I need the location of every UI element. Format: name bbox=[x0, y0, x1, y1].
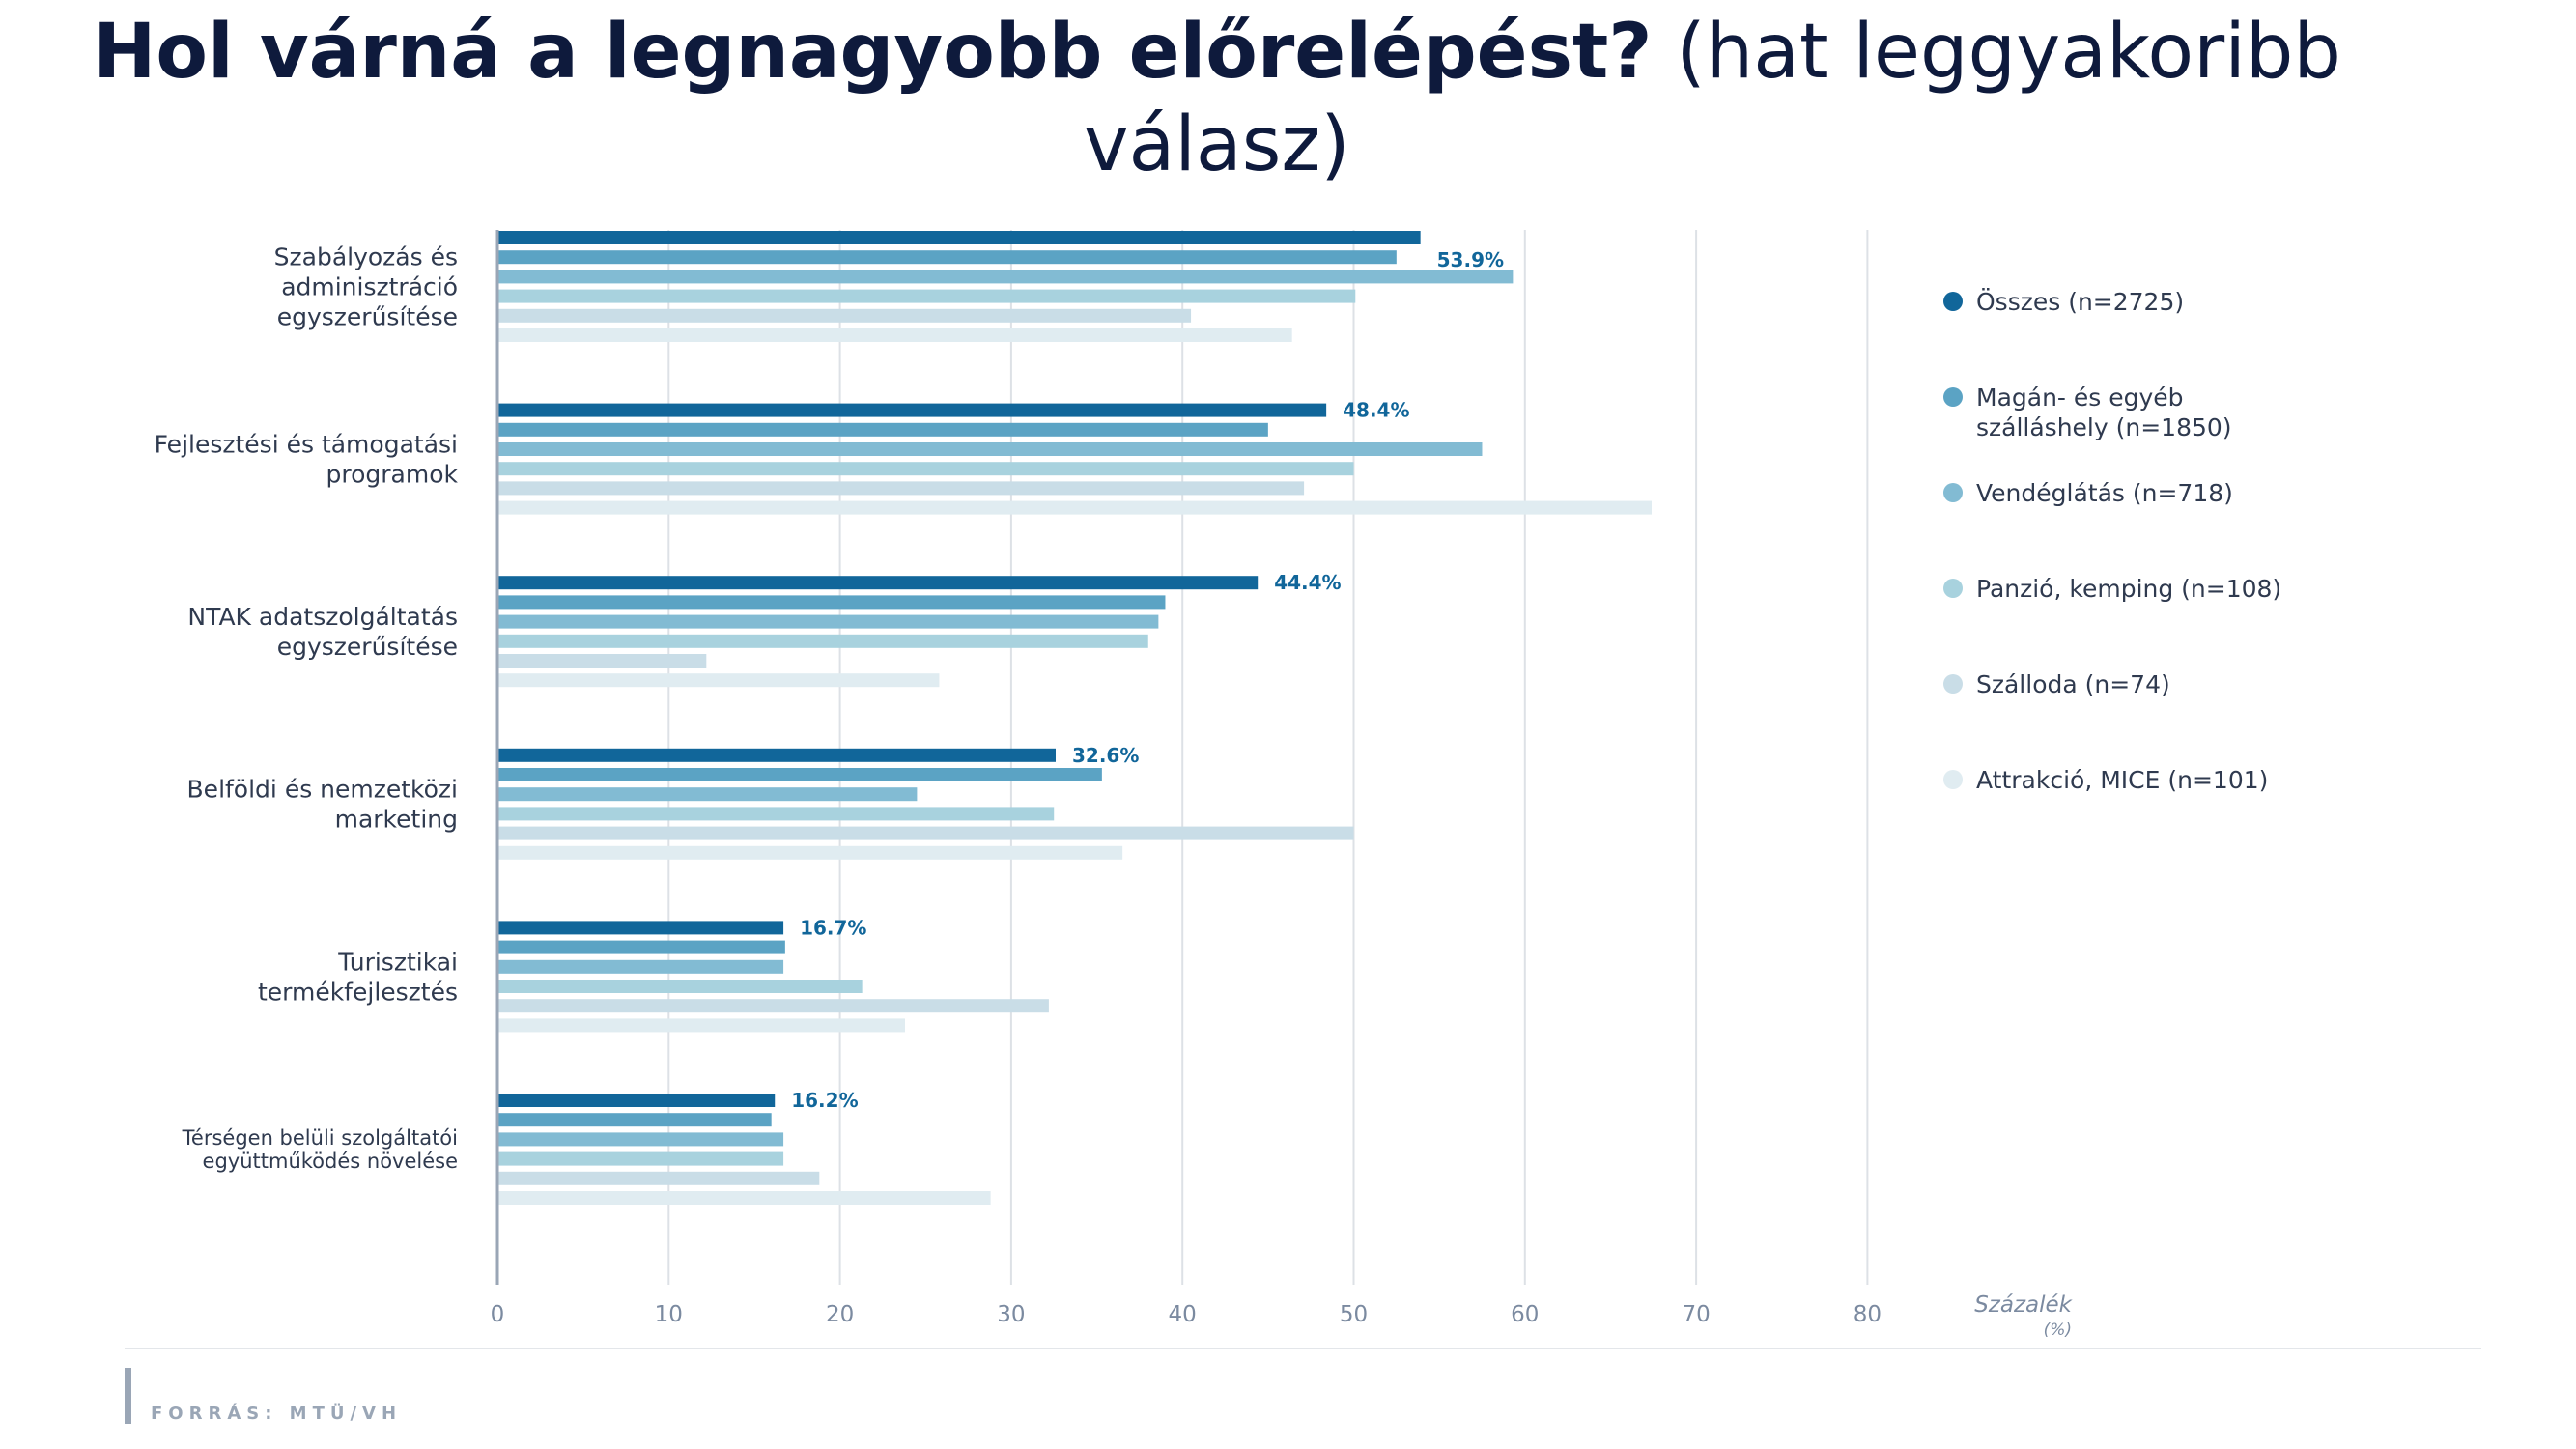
category-labels: Szabályozás ésadminisztrációegyszerűsíté… bbox=[155, 242, 459, 1173]
legend-marker bbox=[1943, 579, 1963, 598]
bar bbox=[497, 959, 784, 974]
chart-legend: Összes (n=2725) Magán- és egyébszálláshel… bbox=[1943, 288, 2281, 794]
bar bbox=[497, 614, 1159, 629]
bar bbox=[497, 481, 1305, 496]
x-axis-unit: (%) bbox=[2044, 1321, 2072, 1340]
bar bbox=[497, 634, 1148, 648]
footer-divider bbox=[125, 1348, 2481, 1349]
x-tick-label: 10 bbox=[655, 1302, 683, 1327]
x-tick-label: 40 bbox=[1169, 1302, 1197, 1327]
legend-label: Összes (n=2725) bbox=[1976, 288, 2184, 316]
legend-marker bbox=[1943, 674, 1963, 694]
data-label: 48.4% bbox=[1343, 399, 1409, 422]
category-label: NTAK adatszolgáltatás bbox=[187, 603, 458, 631]
bar bbox=[497, 1191, 991, 1205]
legend-label: Panzió, kemping (n=108) bbox=[1976, 575, 2281, 603]
bar bbox=[497, 826, 1354, 840]
category-label: együttműködés növelése bbox=[203, 1150, 458, 1173]
legend-marker bbox=[1943, 483, 1963, 502]
bar bbox=[497, 250, 1397, 265]
category-label: Belföldi és nemzetközi bbox=[187, 776, 458, 804]
category-label: Térségen belüli szolgáltatói bbox=[182, 1126, 458, 1150]
x-tick-label: 50 bbox=[1340, 1302, 1368, 1327]
x-tick-label: 80 bbox=[1854, 1302, 1882, 1327]
bar bbox=[497, 403, 1327, 417]
legend-marker bbox=[1943, 770, 1963, 789]
bar bbox=[497, 940, 785, 954]
bar bbox=[497, 807, 1055, 821]
category-label: termékfejlesztés bbox=[258, 978, 458, 1006]
bar bbox=[497, 1151, 784, 1166]
legend-label: Szálloda (n=74) bbox=[1976, 670, 2170, 698]
legend-label: Attrakció, MICE (n=101) bbox=[1976, 766, 2268, 794]
bar bbox=[497, 442, 1483, 456]
data-label: 16.2% bbox=[791, 1089, 858, 1112]
bar bbox=[497, 308, 1192, 323]
x-axis-label: Százalék bbox=[1974, 1293, 2073, 1318]
bar bbox=[497, 500, 1653, 515]
category-label: Turisztikai bbox=[337, 948, 458, 976]
legend-label: Magán- és egyéb bbox=[1976, 384, 2184, 412]
bar bbox=[497, 768, 1102, 781]
bar bbox=[497, 1018, 905, 1033]
bar bbox=[497, 422, 1268, 437]
bar bbox=[497, 595, 1166, 610]
legend-marker bbox=[1943, 387, 1963, 407]
legend-label: szálláshely (n=1850) bbox=[1976, 413, 2232, 441]
bar bbox=[497, 270, 1514, 284]
bar bbox=[497, 748, 1056, 762]
bar bbox=[497, 289, 1356, 303]
bar bbox=[497, 980, 863, 993]
x-tick-label: 30 bbox=[997, 1302, 1025, 1327]
bar bbox=[497, 576, 1259, 590]
bar bbox=[497, 328, 1292, 342]
category-label: Fejlesztési és támogatási bbox=[155, 430, 458, 458]
bar bbox=[497, 1113, 772, 1127]
bar bbox=[497, 921, 784, 935]
chart-title: Hol várná a legnagyobb előrelépést? (hat… bbox=[0, 6, 2434, 191]
category-label: programok bbox=[326, 460, 459, 488]
bar bbox=[497, 231, 1421, 244]
bar bbox=[497, 1171, 820, 1185]
category-label: adminisztráció bbox=[281, 272, 458, 300]
x-tick-label: 60 bbox=[1511, 1302, 1539, 1327]
data-label: 53.9% bbox=[1437, 248, 1504, 271]
data-label: 32.6% bbox=[1072, 744, 1139, 767]
category-label: Szabályozás és bbox=[274, 242, 458, 270]
bar bbox=[497, 787, 918, 802]
bar bbox=[497, 462, 1354, 476]
x-axis-ticks: 0 10 20 30 40 50 60 70 80 bbox=[491, 1302, 1882, 1327]
bar bbox=[497, 845, 1123, 860]
bar bbox=[497, 1094, 776, 1107]
category-label: egyszerűsítése bbox=[277, 302, 458, 330]
chart-title-sub: (hat leggyakoribb válasz) bbox=[1084, 9, 2341, 188]
bar bbox=[497, 673, 940, 688]
bar bbox=[497, 654, 707, 668]
bar bbox=[497, 999, 1049, 1013]
data-label: 16.7% bbox=[800, 916, 866, 939]
source-note: FORRÁS: MTÜ/VH bbox=[125, 1368, 402, 1424]
x-tick-label: 0 bbox=[491, 1302, 505, 1327]
x-tick-label: 70 bbox=[1682, 1302, 1710, 1327]
chart-bars bbox=[497, 231, 1653, 1205]
legend-marker bbox=[1943, 292, 1963, 311]
x-tick-label: 20 bbox=[826, 1302, 854, 1327]
bar bbox=[497, 1132, 784, 1147]
legend-label: Vendéglátás (n=718) bbox=[1976, 479, 2233, 507]
category-label: marketing bbox=[335, 806, 458, 834]
category-label: egyszerűsítése bbox=[277, 633, 458, 661]
data-labels: 53.9% 48.4% 44.4% 32.6% 16.7% 16.2% bbox=[791, 248, 1504, 1112]
source-text: FORRÁS: MTÜ/VH bbox=[151, 1404, 403, 1424]
data-label: 44.4% bbox=[1274, 571, 1341, 594]
chart-title-main: Hol várná a legnagyobb előrelépést? bbox=[93, 9, 1653, 96]
